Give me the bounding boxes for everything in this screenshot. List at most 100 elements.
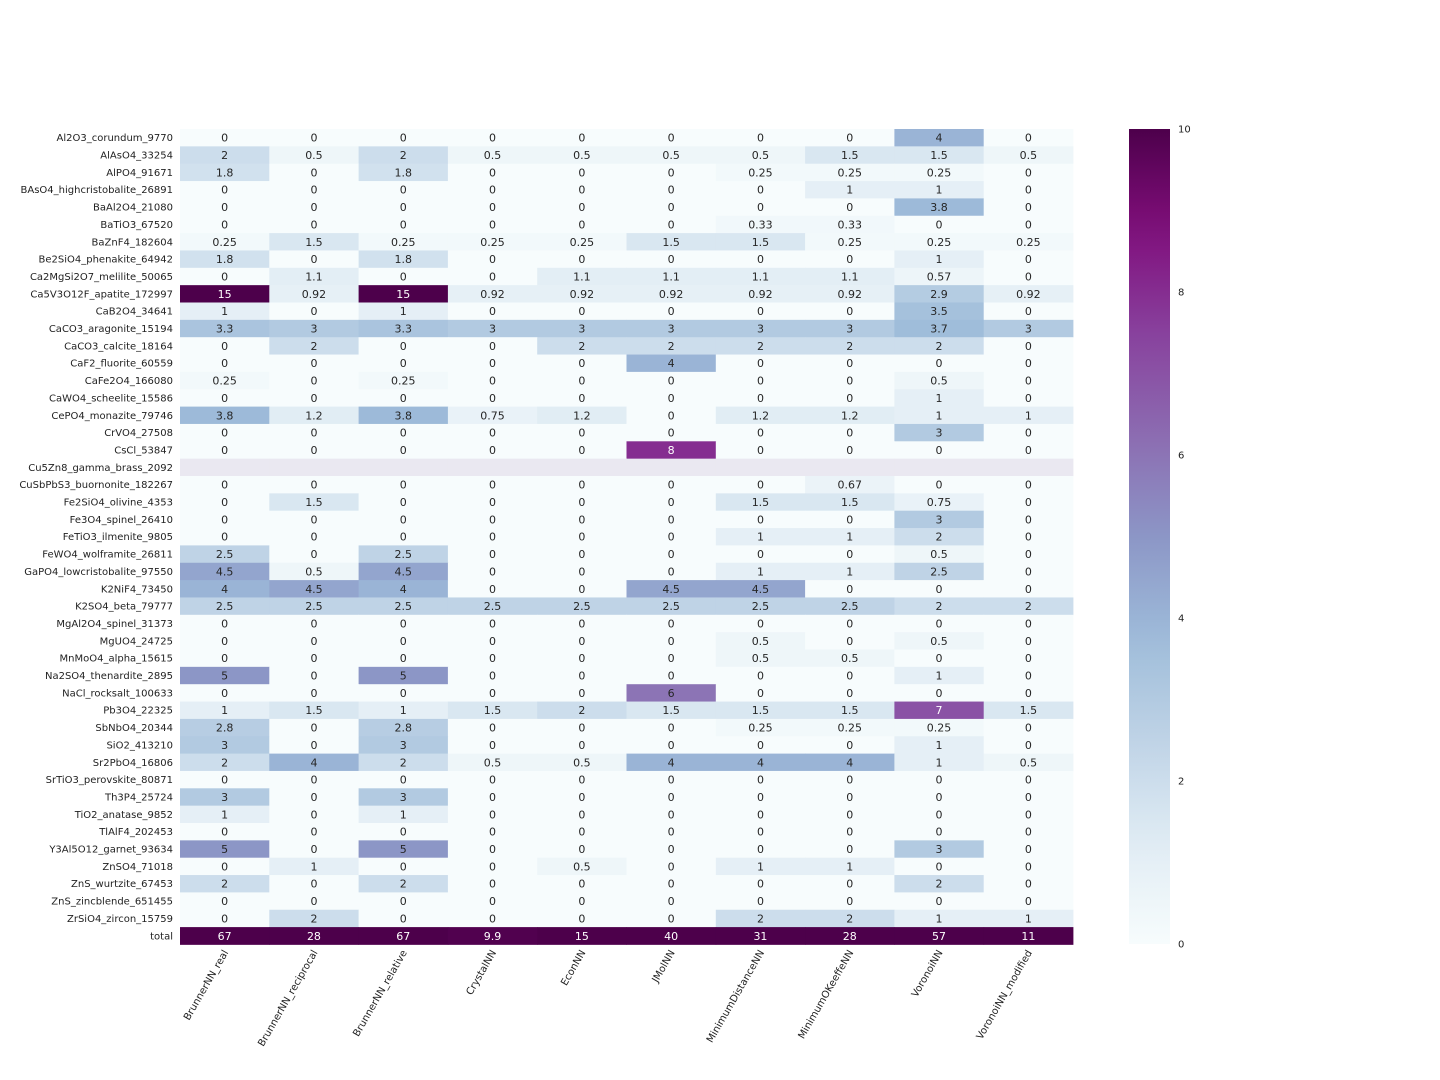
row-label: Pb3O4_22325 <box>103 706 173 717</box>
heatmap-cell <box>626 302 717 321</box>
cell-value-label: 0 <box>668 878 675 891</box>
heatmap-cell <box>269 129 359 147</box>
cell-value-label: 0 <box>846 548 853 561</box>
heatmap-cell <box>358 337 449 355</box>
cell-value-label: 0 <box>846 253 853 266</box>
heatmap-cell <box>626 875 717 893</box>
heatmap-cell <box>894 684 985 702</box>
heatmap-cell <box>269 198 359 217</box>
heatmap-cell <box>180 892 270 911</box>
heatmap-cell <box>447 545 538 564</box>
row-label: Al2O3_corundum_9770 <box>57 133 174 144</box>
cell-value-label: 0 <box>757 305 764 318</box>
heatmap-cell <box>269 441 359 460</box>
heatmap-cell <box>805 302 895 321</box>
cell-value-label: 0 <box>310 791 317 804</box>
cell-value-label: 0.92 <box>748 288 773 301</box>
cell-value-label: 1 <box>400 808 407 821</box>
cell-value-label: 1.1 <box>573 270 591 283</box>
heatmap-cell <box>894 805 985 824</box>
cell-value-label: 0.5 <box>484 756 502 769</box>
heatmap-cell <box>180 302 270 321</box>
heatmap-cell <box>983 302 1074 321</box>
heatmap-cell <box>894 423 985 442</box>
heatmap-cell <box>537 684 627 702</box>
heatmap-cell <box>537 649 627 668</box>
heatmap-cell <box>715 215 806 234</box>
cell-value-label: 0 <box>400 392 407 405</box>
heatmap-cell <box>983 181 1074 199</box>
cell-value-label: 0 <box>489 201 496 214</box>
heatmap-cell <box>626 840 717 859</box>
heatmap-cell <box>358 718 449 737</box>
cell-value-label: 0 <box>489 392 496 405</box>
heatmap-cell <box>626 753 717 772</box>
cell-value-label: 0 <box>668 670 675 683</box>
cell-value-label: 4 <box>221 583 228 596</box>
heatmap-cell <box>983 632 1074 650</box>
cell-value-label: 0 <box>310 687 317 700</box>
heatmap-cell <box>983 146 1074 165</box>
cell-value-label: 0 <box>221 444 228 457</box>
heatmap-cell <box>805 875 895 893</box>
heatmap-cell <box>180 545 270 564</box>
heatmap-cell <box>715 129 806 147</box>
cell-value-label: 2 <box>757 912 764 925</box>
heatmap-cell <box>805 389 895 407</box>
heatmap-cell <box>805 823 895 841</box>
heatmap-cell <box>983 875 1074 893</box>
heatmap-cell <box>447 892 538 911</box>
heatmap-cell <box>894 736 985 754</box>
heatmap-cell <box>983 823 1074 841</box>
cell-value-label: 0 <box>668 427 675 440</box>
cell-value-label: 0 <box>846 375 853 388</box>
heatmap-cell <box>805 545 895 564</box>
heatmap-cell <box>269 181 359 199</box>
heatmap-cell <box>715 528 806 546</box>
heatmap-cell <box>537 250 627 269</box>
cell-value-label: 0 <box>757 843 764 856</box>
row-label: AlPO4_91671 <box>106 168 173 179</box>
cell-value-label: 1 <box>1025 409 1032 422</box>
heatmap-cell <box>180 857 270 876</box>
cell-value-label: 0 <box>936 583 943 596</box>
cell-value-label: 0 <box>1025 427 1032 440</box>
heatmap-cell <box>537 389 627 407</box>
cell-value-label: 0 <box>1025 496 1032 509</box>
cell-value-label: 0 <box>1025 444 1032 457</box>
cell-value-label: 0 <box>489 774 496 787</box>
heatmap-cell <box>715 337 806 355</box>
cell-value-label: 0 <box>221 340 228 353</box>
heatmap-cell <box>983 892 1074 911</box>
heatmap-cell <box>447 666 538 685</box>
cell-value-label: 1.8 <box>395 253 413 266</box>
heatmap-cell <box>983 649 1074 668</box>
heatmap-cell <box>269 510 359 529</box>
cell-value-label: 0 <box>310 878 317 891</box>
cell-value-label: 0 <box>221 860 228 873</box>
cell-value-label: 0 <box>936 444 943 457</box>
cell-value-label: 3 <box>221 739 228 752</box>
cell-value-label: 0 <box>1025 617 1032 630</box>
heatmap-cell <box>269 476 359 494</box>
heatmap-cell <box>269 875 359 893</box>
heatmap-cell <box>537 319 627 338</box>
heatmap-cell <box>626 371 717 390</box>
heatmap-cell <box>805 198 895 217</box>
cell-value-label: 0 <box>846 895 853 908</box>
cell-value-label: 0 <box>1025 774 1032 787</box>
heatmap-cell <box>537 510 627 529</box>
cell-value-label: 0 <box>400 496 407 509</box>
cell-value-label: 0 <box>489 375 496 388</box>
cell-value-label: 0 <box>936 791 943 804</box>
cell-value-label: 0 <box>400 774 407 787</box>
heatmap-cell <box>805 181 895 199</box>
cell-value-label: 0 <box>757 253 764 266</box>
heatmap-cell <box>180 736 270 754</box>
cell-value-label: 0 <box>846 670 853 683</box>
heatmap-cell <box>180 684 270 702</box>
cell-value-label: 0 <box>221 427 228 440</box>
heatmap-cell <box>447 823 538 841</box>
heatmap-cell <box>715 250 806 269</box>
cell-value-label: 1 <box>310 860 317 873</box>
